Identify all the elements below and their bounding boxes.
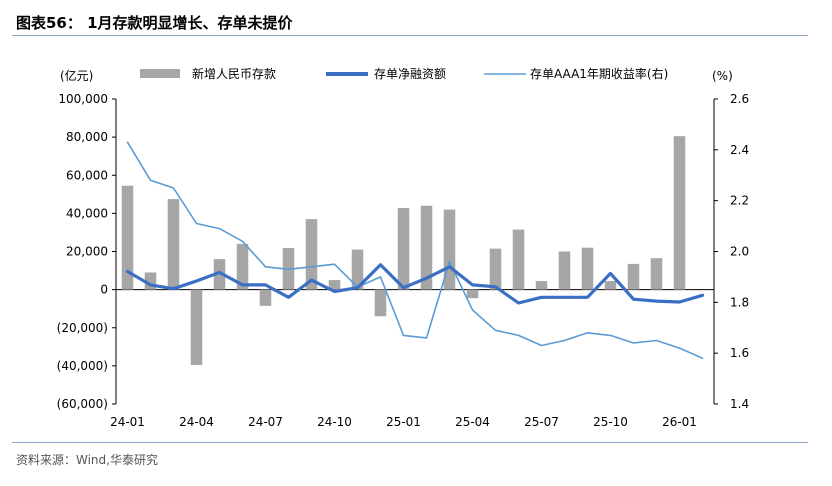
bars-layer [121,136,686,365]
left-tick-label: 60,000 [66,168,108,182]
bar-deposit [190,289,203,365]
left-tick-label: 80,000 [66,130,108,144]
figure-title: 图表56： 1月存款明显增长、存单未提价 [16,14,293,32]
lines-layer [125,141,705,360]
labels-layer: 100,000 80,000 60,000 40,000 20,000 0 (20,000)… [57,92,749,429]
x-tick-label: 25-01 [386,415,421,429]
bar-deposit [627,263,640,290]
left-tick-label: 40,000 [66,206,108,220]
source-note: 资料来源：Wind,华泰研究 [16,453,158,467]
right-tick-label: 2.0 [730,245,749,259]
bar-deposit [535,281,548,290]
bar-deposit [397,208,410,290]
line-cd-yield [126,141,704,360]
left-tick-label: (20,000) [57,321,108,335]
x-tick-label: 25-07 [524,415,559,429]
bar-deposit [213,259,226,290]
bar-deposit [167,199,180,290]
right-tick-label: 1.8 [730,295,749,309]
bar-deposit [650,258,663,290]
x-tick-label: 26-01 [662,415,697,429]
legend-swatch-deposits [140,69,180,78]
right-tick-label: 1.6 [730,346,749,360]
x-tick-label: 24-10 [317,415,352,429]
bar-deposit [328,280,341,290]
x-tick-label: 24-04 [179,415,214,429]
bar-deposit [121,185,134,290]
right-tick-label: 2.6 [730,92,749,106]
bar-deposit [443,209,456,290]
legend-label-cd-net-financing: 存单净融资额 [374,67,446,81]
bar-deposit [420,205,433,290]
bar-deposit [144,272,157,290]
x-tick-label: 25-10 [593,415,628,429]
axes-layer [112,98,718,405]
bar-deposit [558,251,571,290]
bar-deposit [581,247,594,290]
left-tick-label: (60,000) [57,397,108,411]
bar-deposit [466,289,479,299]
bar-deposit [374,289,387,317]
left-tick-label: 0 [100,283,108,297]
right-tick-label: 2.2 [730,194,749,208]
bar-deposit [512,229,525,290]
bar-deposit [305,219,318,290]
right-tick-label: 1.4 [730,397,749,411]
legend: 新增人民币存款 存单净融资额 存单AAA1年期收益率(右) [140,66,668,81]
legend-label-cd-yield: 存单AAA1年期收益率(右) [530,66,668,81]
x-tick-label: 24-07 [248,415,283,429]
bar-deposit [236,243,249,290]
x-tick-label: 24-01 [110,415,145,429]
left-tick-label: (40,000) [57,359,108,373]
bar-deposit [489,248,502,290]
title-rule [12,35,808,36]
line-cd-net-financing [125,263,705,305]
right-tick-label: 2.4 [730,143,749,157]
left-axis-unit: (亿元) [60,68,93,83]
right-axis-unit: (%) [712,69,733,83]
left-tick-label: 20,000 [66,245,108,259]
bar-deposit [604,281,617,290]
left-tick-label: 100,000 [58,92,108,106]
x-tick-label: 25-04 [455,415,490,429]
source-rule [12,442,808,443]
legend-label-deposits: 新增人民币存款 [192,66,276,81]
bar-deposit [351,249,364,290]
bar-deposit [259,289,272,306]
bar-deposit [673,136,686,290]
